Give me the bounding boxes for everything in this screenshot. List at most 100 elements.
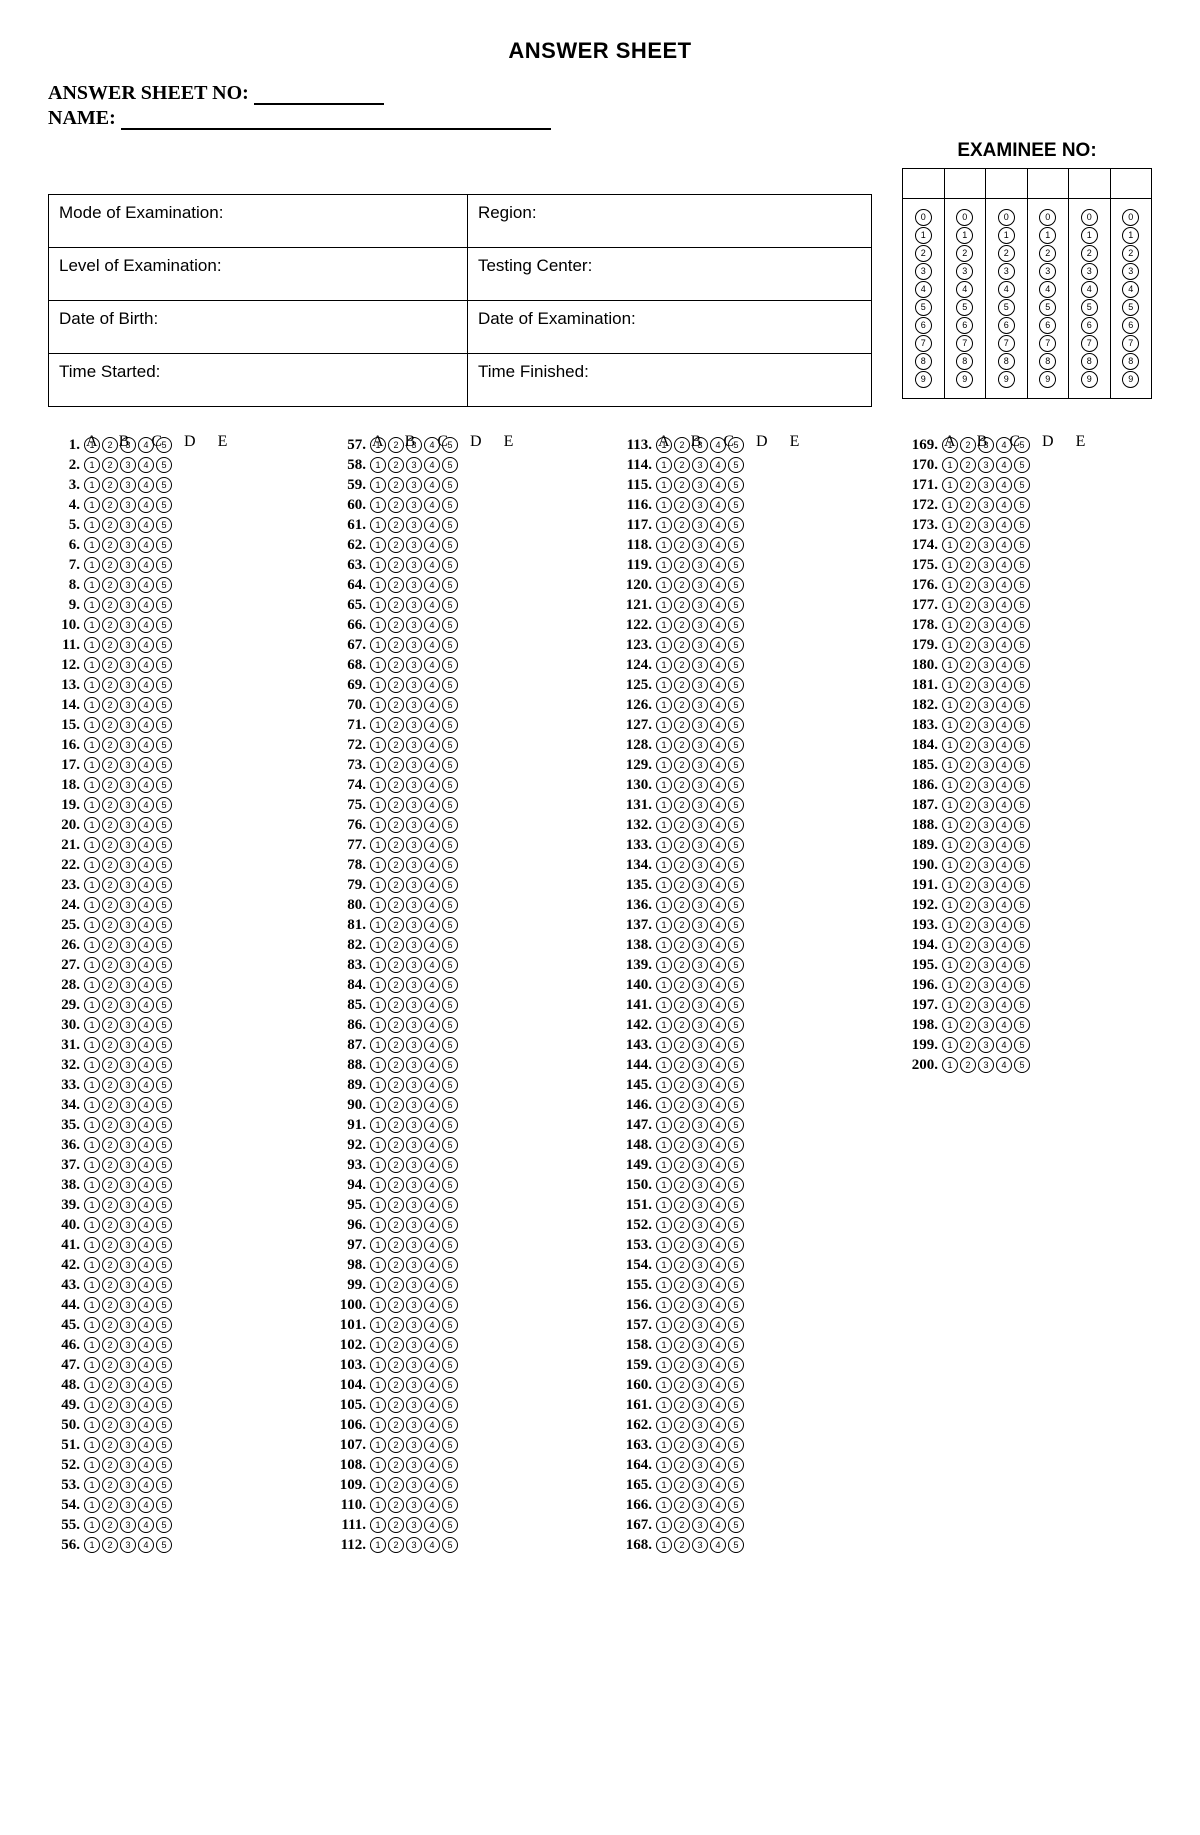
digit-bubble-9[interactable]: 9 <box>1122 371 1139 388</box>
option-bubble-b[interactable]: 2 <box>388 1257 404 1273</box>
option-bubble-e[interactable]: 5 <box>1014 1017 1030 1033</box>
option-bubble-d[interactable]: 4 <box>138 697 154 713</box>
option-bubble-d[interactable]: 4 <box>710 677 726 693</box>
option-bubble-b[interactable]: 2 <box>102 477 118 493</box>
option-bubble-e[interactable]: 5 <box>728 517 744 533</box>
option-bubble-a[interactable]: 1 <box>656 637 672 653</box>
option-bubble-a[interactable]: 1 <box>942 537 958 553</box>
option-bubble-c[interactable]: 3 <box>406 1497 422 1513</box>
option-bubble-c[interactable]: 3 <box>692 1097 708 1113</box>
option-bubble-a[interactable]: 1 <box>656 1197 672 1213</box>
option-bubble-e[interactable]: 5 <box>728 637 744 653</box>
option-bubble-a[interactable]: 1 <box>942 617 958 633</box>
option-bubble-d[interactable]: 4 <box>138 897 154 913</box>
digit-bubble-4[interactable]: 4 <box>1122 281 1139 298</box>
option-bubble-c[interactable]: 3 <box>692 717 708 733</box>
option-bubble-c[interactable]: 3 <box>692 957 708 973</box>
option-bubble-e[interactable]: 5 <box>728 977 744 993</box>
option-bubble-d[interactable]: 4 <box>424 1477 440 1493</box>
option-bubble-a[interactable]: 1 <box>370 1237 386 1253</box>
option-bubble-c[interactable]: 3 <box>406 977 422 993</box>
option-bubble-d[interactable]: 4 <box>138 1077 154 1093</box>
option-bubble-b[interactable]: 2 <box>674 1257 690 1273</box>
option-bubble-a[interactable]: 1 <box>370 617 386 633</box>
option-bubble-d[interactable]: 4 <box>710 537 726 553</box>
option-bubble-d[interactable]: 4 <box>424 717 440 733</box>
option-bubble-a[interactable]: 1 <box>656 1297 672 1313</box>
option-bubble-b[interactable]: 2 <box>674 477 690 493</box>
option-bubble-d[interactable]: 4 <box>996 717 1012 733</box>
option-bubble-e[interactable]: 5 <box>1014 1057 1030 1073</box>
option-bubble-e[interactable]: 5 <box>442 657 458 673</box>
option-bubble-b[interactable]: 2 <box>102 1097 118 1113</box>
option-bubble-c[interactable]: 3 <box>120 1257 136 1273</box>
option-bubble-c[interactable]: 3 <box>406 1157 422 1173</box>
option-bubble-a[interactable]: 1 <box>942 757 958 773</box>
option-bubble-a[interactable]: 1 <box>370 1197 386 1213</box>
digit-bubble-1[interactable]: 1 <box>915 227 932 244</box>
option-bubble-d[interactable]: 4 <box>138 877 154 893</box>
option-bubble-a[interactable]: 1 <box>656 937 672 953</box>
option-bubble-c[interactable]: 3 <box>692 1057 708 1073</box>
option-bubble-c[interactable]: 3 <box>978 957 994 973</box>
option-bubble-a[interactable]: 1 <box>656 817 672 833</box>
option-bubble-a[interactable]: 1 <box>84 757 100 773</box>
digit-bubble-9[interactable]: 9 <box>998 371 1015 388</box>
option-bubble-c[interactable]: 3 <box>120 1077 136 1093</box>
digit-bubble-7[interactable]: 7 <box>915 335 932 352</box>
option-bubble-b[interactable]: 2 <box>674 457 690 473</box>
option-bubble-e[interactable]: 5 <box>1014 517 1030 533</box>
option-bubble-a[interactable]: 1 <box>84 1277 100 1293</box>
option-bubble-c[interactable]: 3 <box>978 757 994 773</box>
option-bubble-e[interactable]: 5 <box>156 1197 172 1213</box>
option-bubble-a[interactable]: 1 <box>942 917 958 933</box>
option-bubble-c[interactable]: 3 <box>120 697 136 713</box>
option-bubble-d[interactable]: 4 <box>424 857 440 873</box>
option-bubble-c[interactable]: 3 <box>692 737 708 753</box>
option-bubble-e[interactable]: 5 <box>442 477 458 493</box>
option-bubble-a[interactable]: 1 <box>942 1037 958 1053</box>
option-bubble-a[interactable]: 1 <box>942 737 958 753</box>
option-bubble-c[interactable]: 3 <box>406 497 422 513</box>
option-bubble-b[interactable]: 2 <box>960 937 976 953</box>
option-bubble-c[interactable]: 3 <box>406 457 422 473</box>
option-bubble-a[interactable]: 1 <box>656 1037 672 1053</box>
option-bubble-b[interactable]: 2 <box>960 737 976 753</box>
option-bubble-b[interactable]: 2 <box>388 1017 404 1033</box>
option-bubble-c[interactable]: 3 <box>120 1437 136 1453</box>
option-bubble-c[interactable]: 3 <box>692 577 708 593</box>
option-bubble-c[interactable]: 3 <box>120 1317 136 1333</box>
option-bubble-d[interactable]: 4 <box>424 1137 440 1153</box>
option-bubble-d[interactable]: 4 <box>710 957 726 973</box>
option-bubble-a[interactable]: 1 <box>370 817 386 833</box>
option-bubble-a[interactable]: 1 <box>656 1357 672 1373</box>
digit-bubble-6[interactable]: 6 <box>1039 317 1056 334</box>
option-bubble-e[interactable]: 5 <box>728 897 744 913</box>
option-bubble-e[interactable]: 5 <box>156 1177 172 1193</box>
option-bubble-b[interactable]: 2 <box>388 997 404 1013</box>
option-bubble-e[interactable]: 5 <box>442 1277 458 1293</box>
option-bubble-b[interactable]: 2 <box>102 917 118 933</box>
option-bubble-c[interactable]: 3 <box>692 1397 708 1413</box>
option-bubble-e[interactable]: 5 <box>442 697 458 713</box>
option-bubble-b[interactable]: 2 <box>388 597 404 613</box>
digit-bubble-0[interactable]: 0 <box>1039 209 1056 226</box>
option-bubble-e[interactable]: 5 <box>728 1377 744 1393</box>
option-bubble-a[interactable]: 1 <box>370 797 386 813</box>
option-bubble-d[interactable]: 4 <box>996 697 1012 713</box>
option-bubble-a[interactable]: 1 <box>656 797 672 813</box>
option-bubble-c[interactable]: 3 <box>406 1077 422 1093</box>
digit-bubble-8[interactable]: 8 <box>1039 353 1056 370</box>
option-bubble-d[interactable]: 4 <box>138 1437 154 1453</box>
option-bubble-b[interactable]: 2 <box>960 837 976 853</box>
option-bubble-c[interactable]: 3 <box>120 1337 136 1353</box>
option-bubble-a[interactable]: 1 <box>84 957 100 973</box>
option-bubble-c[interactable]: 3 <box>978 837 994 853</box>
option-bubble-b[interactable]: 2 <box>674 1277 690 1293</box>
option-bubble-b[interactable]: 2 <box>102 957 118 973</box>
option-bubble-d[interactable]: 4 <box>138 857 154 873</box>
digit-bubble-2[interactable]: 2 <box>1081 245 1098 262</box>
option-bubble-b[interactable]: 2 <box>960 597 976 613</box>
option-bubble-e[interactable]: 5 <box>156 1457 172 1473</box>
option-bubble-b[interactable]: 2 <box>960 537 976 553</box>
